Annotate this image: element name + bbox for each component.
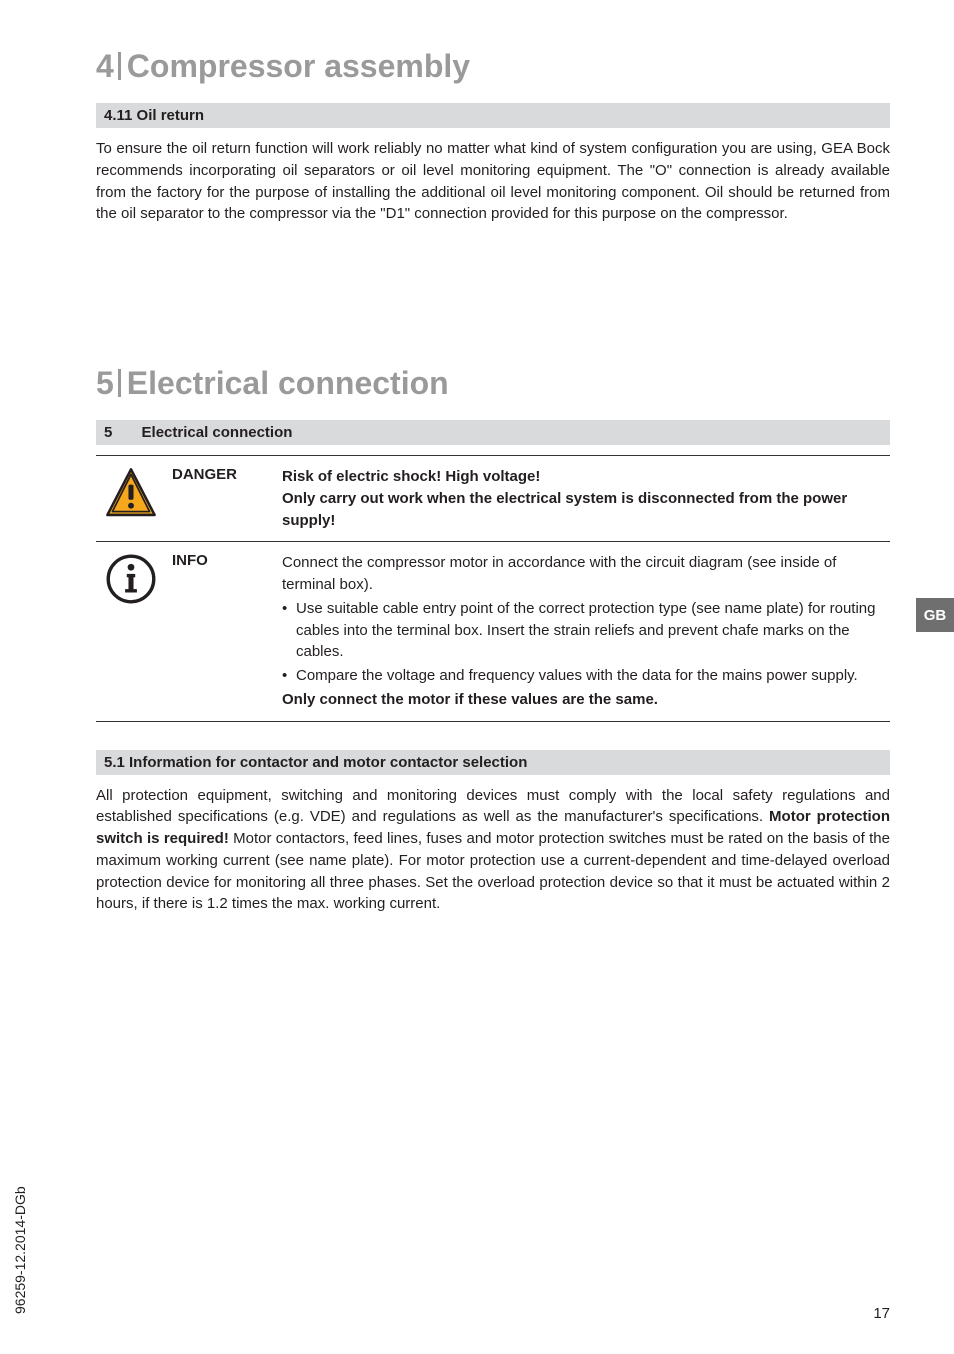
band-5-text: Electrical connection xyxy=(142,424,293,441)
cell-label: INFO xyxy=(166,542,276,721)
body-4-11: To ensure the oil return function will w… xyxy=(96,138,890,225)
subheading-5-1: 5.1 Information for contactor and motor … xyxy=(96,750,890,775)
document-id-spine: 96259-12.2014-DGb xyxy=(12,1186,28,1314)
warning-triangle-icon xyxy=(104,507,158,524)
heading-divider xyxy=(118,369,121,397)
section-4-title: Compressor assembly xyxy=(127,48,470,84)
warning-info-table: DANGER Risk of electric shock! High volt… xyxy=(96,455,890,722)
info-closing: Only connect the motor if these values a… xyxy=(282,689,884,711)
section-4-heading: 4 Compressor assembly xyxy=(96,48,890,85)
section-5-heading: 5 Electrical connection xyxy=(96,365,890,402)
body-5-1: All protection equipment, switching and … xyxy=(96,785,890,916)
info-bullet-list: Use suitable cable entry point of the co… xyxy=(282,598,884,687)
cell-body: Connect the compressor motor in accordan… xyxy=(276,542,890,721)
table-row: DANGER Risk of electric shock! High volt… xyxy=(96,456,890,542)
table-row: INFO Connect the compressor motor in acc… xyxy=(96,542,890,721)
list-item: Use suitable cable entry point of the co… xyxy=(282,598,884,663)
subheading-5-band: 5 Electrical connection xyxy=(96,420,890,445)
page-number: 17 xyxy=(873,1305,890,1322)
info-intro: Connect the compressor motor in accordan… xyxy=(282,552,884,596)
subheading-4-11: 4.11 Oil return xyxy=(96,103,890,128)
language-tab: GB xyxy=(916,598,954,632)
cell-label: DANGER xyxy=(166,456,276,542)
spacer xyxy=(96,722,890,750)
heading-divider xyxy=(118,52,121,80)
spacer xyxy=(96,235,890,365)
danger-lead-text: Risk of electric shock! High voltage! On… xyxy=(282,466,884,531)
section-4-number: 4 xyxy=(96,48,114,84)
cell-icon xyxy=(96,456,166,542)
list-item: Compare the voltage and frequency values… xyxy=(282,665,884,687)
band-5-number: 5 xyxy=(104,424,112,441)
section-5-number: 5 xyxy=(96,365,114,401)
info-circle-icon xyxy=(104,593,158,610)
cell-icon xyxy=(96,542,166,721)
cell-body: Risk of electric shock! High voltage! On… xyxy=(276,456,890,542)
section-5-title: Electrical connection xyxy=(127,365,449,401)
